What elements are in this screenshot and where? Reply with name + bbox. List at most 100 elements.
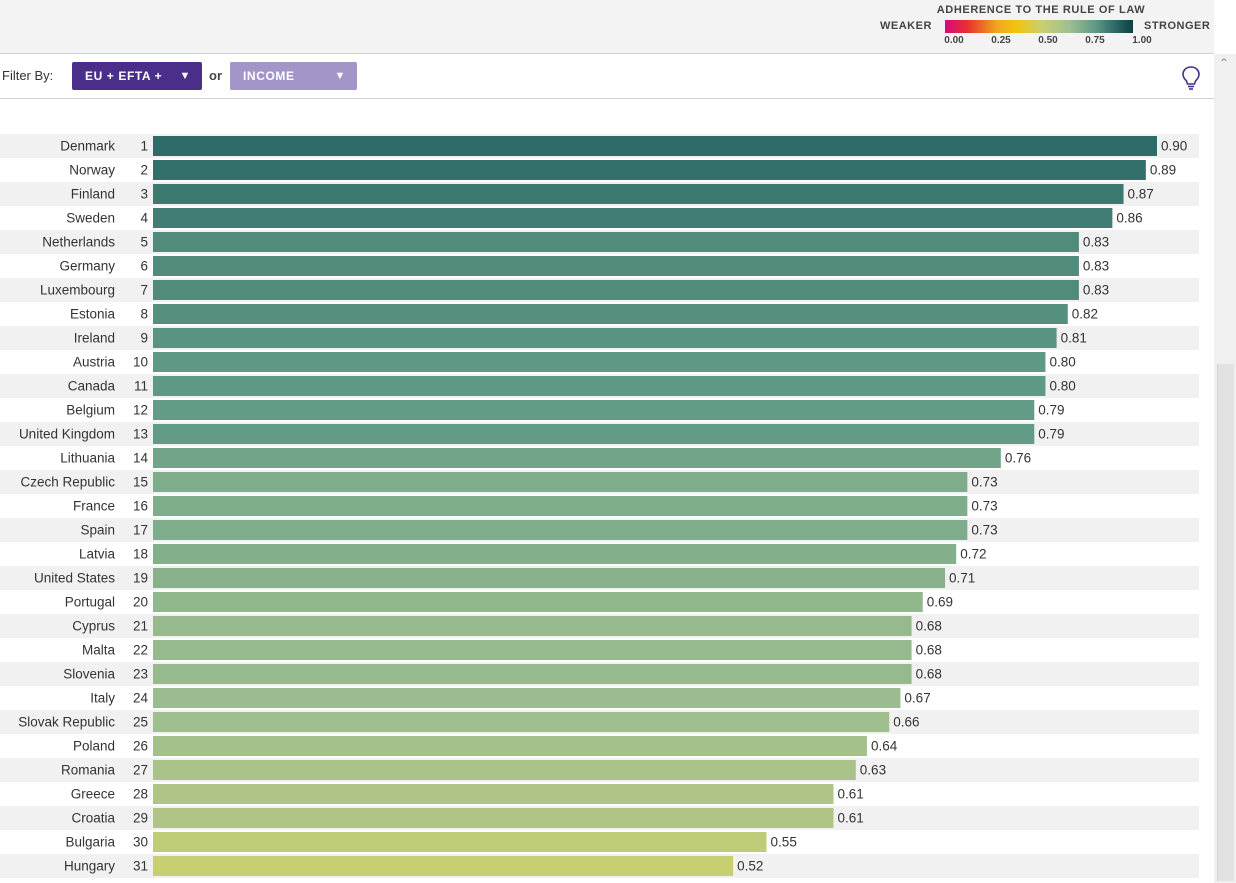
caret-down-icon: ▼ <box>179 70 191 82</box>
rank-label: 27 <box>133 763 148 778</box>
legend-tick: 0.75 <box>1085 35 1105 46</box>
rank-label: 25 <box>133 715 148 730</box>
bar-belgium <box>153 400 1035 420</box>
bar-luxembourg <box>153 280 1079 300</box>
rank-label: 10 <box>133 355 148 370</box>
income-filter-value: INCOME <box>243 69 295 83</box>
bar-latvia <box>153 544 957 564</box>
rank-label: 14 <box>133 451 149 466</box>
value-label: 0.73 <box>971 523 997 538</box>
rank-label: 2 <box>140 163 148 178</box>
value-label: 0.90 <box>1161 139 1187 154</box>
rank-label: 15 <box>133 475 148 490</box>
rank-label: 4 <box>140 211 148 226</box>
bar-chart: Denmark 1 0.90 Norway 2 0.89 Finland 3 0.87 Swede… <box>0 134 1199 878</box>
country-label: United Kingdom <box>19 427 115 442</box>
country-label: Belgium <box>66 403 115 418</box>
country-label: Portugal <box>65 595 115 610</box>
value-label: 0.68 <box>916 643 942 658</box>
country-label: Austria <box>73 355 116 370</box>
value-label: 0.55 <box>771 835 797 850</box>
scrollbar-thumb[interactable] <box>1217 364 1234 881</box>
bar-slovak-republic <box>153 712 890 732</box>
bar-slovenia <box>153 664 912 684</box>
value-label: 0.66 <box>893 715 919 730</box>
rank-label: 28 <box>133 787 148 802</box>
rank-label: 31 <box>133 859 148 874</box>
value-label: 0.87 <box>1128 187 1154 202</box>
value-label: 0.76 <box>1005 451 1031 466</box>
country-label: Estonia <box>70 307 116 322</box>
caret-down-icon: ▼ <box>334 70 346 82</box>
country-label: France <box>73 499 115 514</box>
value-label: 0.73 <box>971 499 997 514</box>
country-label: Croatia <box>71 811 115 826</box>
bar-united-kingdom <box>153 424 1035 444</box>
country-label: Slovenia <box>63 667 115 682</box>
region-filter-dropdown[interactable]: EU + EFTA + ▼ <box>72 62 202 90</box>
value-label: 0.61 <box>837 787 863 802</box>
region-filter-value: EU + EFTA + <box>85 69 163 83</box>
bar-ireland <box>153 328 1057 348</box>
country-label: Lithuania <box>60 451 115 466</box>
rank-label: 12 <box>133 403 148 418</box>
lightbulb-icon[interactable] <box>1180 65 1202 91</box>
bar-denmark <box>153 136 1157 156</box>
rank-label: 18 <box>133 547 148 562</box>
value-label: 0.52 <box>737 859 763 874</box>
country-label: Sweden <box>66 211 115 226</box>
rank-label: 30 <box>133 835 148 850</box>
value-label: 0.80 <box>1049 379 1075 394</box>
country-label: Netherlands <box>42 235 115 250</box>
legend-tick: 1.00 <box>1132 35 1152 46</box>
rank-label: 22 <box>133 643 148 658</box>
rank-label: 16 <box>133 499 148 514</box>
color-legend: ADHERENCE TO THE RULE OF LAW WEAKER STRO… <box>874 0 1214 50</box>
bar-spain <box>153 520 968 540</box>
rank-label: 17 <box>133 523 148 538</box>
scrollbar[interactable]: ⌃ <box>1214 54 1236 883</box>
legend-gradient-bar <box>945 20 1133 33</box>
country-label: Norway <box>69 163 115 178</box>
filter-label: Filter By: <box>2 68 54 83</box>
rank-label: 5 <box>140 235 148 250</box>
bar-cyprus <box>153 616 912 636</box>
country-label: Poland <box>73 739 115 754</box>
legend-ticks: 0.00 0.25 0.50 0.75 1.00 <box>929 35 1169 49</box>
country-label: Czech Republic <box>20 475 115 490</box>
value-label: 0.63 <box>860 763 886 778</box>
country-label: Slovak Republic <box>18 715 115 730</box>
country-label: Malta <box>82 643 116 658</box>
value-label: 0.61 <box>837 811 863 826</box>
legend-weaker-label: WEAKER <box>880 20 932 32</box>
country-label: Bulgaria <box>65 835 115 850</box>
country-label: Hungary <box>64 859 115 874</box>
bar-canada <box>153 376 1046 396</box>
value-label: 0.80 <box>1049 355 1075 370</box>
rank-label: 19 <box>133 571 148 586</box>
bar-portugal <box>153 592 923 612</box>
bar-finland <box>153 184 1124 204</box>
filter-bar: Filter By: EU + EFTA + ▼ or INCOME ▼ <box>0 54 1214 99</box>
legend-tick: 0.00 <box>944 35 964 46</box>
bar-united-states <box>153 568 946 588</box>
header-bar: ADHERENCE TO THE RULE OF LAW WEAKER STRO… <box>0 0 1214 54</box>
or-label: or <box>209 68 222 83</box>
value-label: 0.83 <box>1083 259 1109 274</box>
bar-france <box>153 496 968 516</box>
income-filter-dropdown[interactable]: INCOME ▼ <box>230 62 357 90</box>
bar-czech-republic <box>153 472 968 492</box>
rank-label: 9 <box>140 331 148 346</box>
value-label: 0.89 <box>1150 163 1176 178</box>
value-label: 0.72 <box>960 547 986 562</box>
chevron-up-icon[interactable]: ⌃ <box>1219 56 1230 70</box>
bar-bulgaria <box>153 832 767 852</box>
rank-label: 20 <box>133 595 148 610</box>
country-label: Luxembourg <box>40 283 115 298</box>
rank-label: 29 <box>133 811 148 826</box>
rank-label: 8 <box>140 307 148 322</box>
country-label: Ireland <box>74 331 115 346</box>
bar-austria <box>153 352 1046 372</box>
value-label: 0.64 <box>871 739 898 754</box>
country-label: United States <box>34 571 115 586</box>
